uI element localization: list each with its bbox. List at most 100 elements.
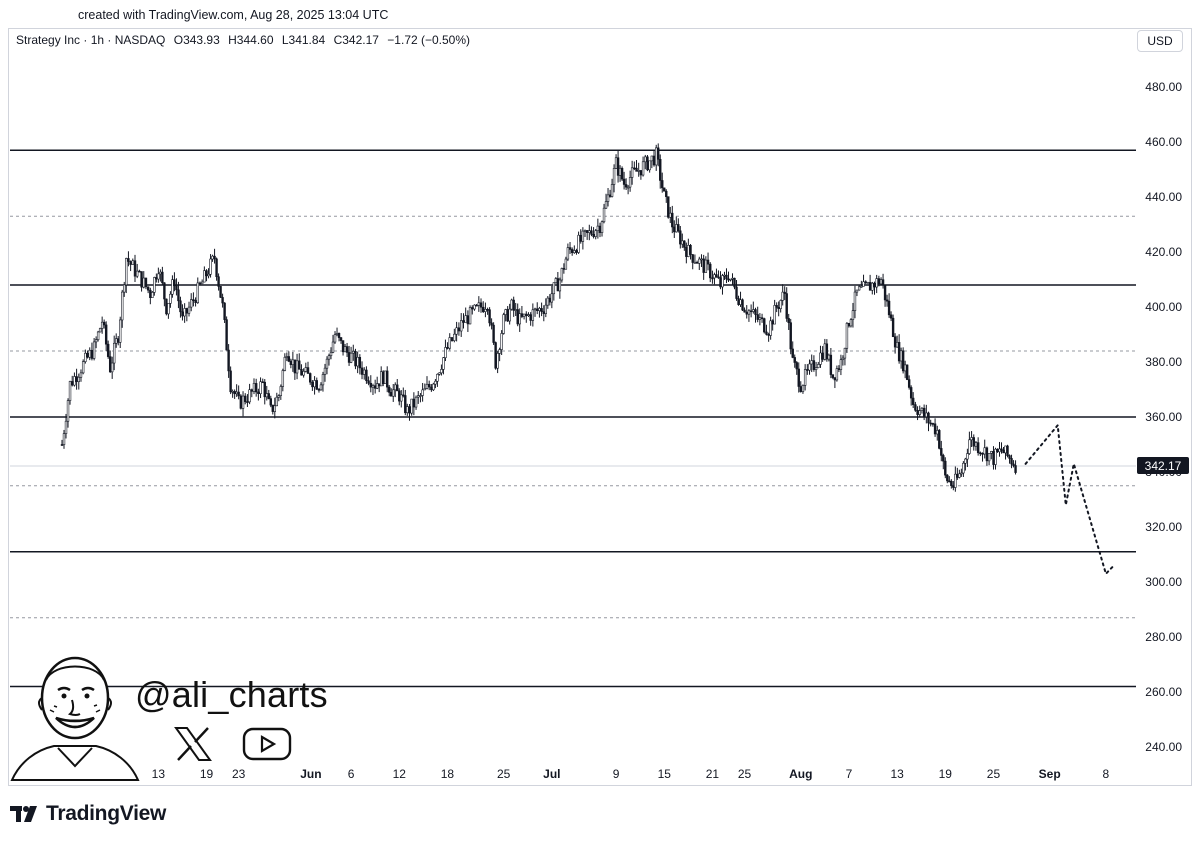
price-change: −1.72 (−0.50%) [387, 33, 471, 47]
candle-body [479, 302, 483, 308]
candle-body [914, 404, 917, 411]
candle-body [235, 391, 238, 395]
candle-body [683, 240, 686, 248]
candle-body [592, 234, 595, 237]
candle-body [293, 359, 297, 374]
candle-body [853, 291, 857, 311]
candle-body [529, 314, 532, 321]
candle-body [390, 392, 393, 397]
price-tick-label: 480.00 [1145, 80, 1182, 94]
candle-body [860, 286, 863, 288]
candle-body [90, 349, 94, 359]
candle-body [544, 304, 548, 314]
candle-body [73, 376, 76, 386]
candle-body [423, 388, 427, 391]
candle-body [981, 453, 984, 455]
candle-body [92, 341, 96, 359]
currency-button[interactable]: USD [1137, 30, 1183, 52]
candle-body [100, 321, 104, 329]
time-tick-label: Sep [1039, 767, 1061, 781]
candle-body [417, 395, 420, 398]
candle-body [560, 268, 564, 281]
candles [60, 143, 1017, 492]
candle-body [931, 423, 935, 425]
candle-body [1014, 465, 1017, 473]
candle-body [135, 270, 139, 277]
candle-body [839, 359, 843, 370]
candle-body [494, 342, 497, 369]
candle-body [179, 300, 182, 313]
candle-body [352, 351, 355, 354]
candle-body [743, 309, 746, 313]
time-tick-label: 13 [152, 767, 166, 781]
candle-body [819, 352, 822, 365]
candle-body [460, 320, 463, 332]
candle-body [1000, 448, 1003, 451]
candle-body [540, 308, 543, 312]
candle-body [655, 147, 658, 166]
candle-body [600, 221, 604, 233]
candle-body [349, 352, 353, 363]
youtube-icon[interactable] [242, 727, 292, 761]
candle-body [775, 305, 778, 308]
candle-body [157, 273, 160, 280]
candle-body [225, 319, 228, 351]
candle-body [585, 230, 589, 233]
ohlc-close: C342.17 [333, 33, 379, 47]
candle-body [110, 362, 114, 373]
candle-body [169, 293, 172, 304]
candle-body [754, 309, 757, 315]
candle-body [622, 178, 626, 185]
candle-body [715, 274, 718, 278]
candle-body [289, 360, 293, 365]
candle-body [968, 439, 971, 454]
candle-body [942, 455, 945, 462]
time-tick-label: 7 [846, 767, 853, 781]
candle-body [308, 373, 312, 383]
candle-body [455, 327, 458, 335]
candle-body [925, 412, 928, 418]
price-tick-label: 280.00 [1145, 630, 1182, 644]
candle-body [248, 389, 251, 403]
candle-body [444, 347, 447, 359]
price-axis: 240.00260.00280.00300.00320.00340.00360.… [1145, 80, 1182, 754]
candle-body [379, 371, 383, 387]
candle-body [102, 321, 106, 326]
candle-body [482, 306, 485, 312]
candle-body [140, 271, 143, 288]
candle-body [905, 364, 909, 380]
candle-body [502, 314, 505, 334]
candle-body [414, 396, 418, 408]
candle-body [727, 278, 730, 281]
candle-body [940, 448, 943, 456]
symbol-name[interactable]: Strategy Inc · 1h · NASDAQ [16, 33, 166, 47]
candle-body [887, 300, 891, 316]
candle-body [492, 324, 495, 343]
candle-body [302, 371, 305, 376]
candle-body [404, 395, 407, 414]
time-tick-label: 9 [613, 767, 620, 781]
candle-body [1006, 445, 1009, 456]
tradingview-brand: TradingView [10, 802, 166, 826]
candle-body [369, 382, 372, 388]
candle-body [115, 338, 118, 344]
candle-body [88, 349, 91, 358]
candle-body [847, 323, 851, 327]
candle-body [864, 281, 867, 284]
candle-body [257, 391, 260, 395]
candle-body [149, 289, 152, 298]
candle-body [992, 451, 995, 465]
time-tick-label: 25 [738, 767, 752, 781]
candle-body [356, 357, 359, 367]
candle-body [795, 362, 798, 370]
candle-body [161, 271, 164, 284]
candle-body [504, 309, 507, 315]
candle-body [685, 247, 688, 257]
candle-body [185, 308, 189, 314]
candle-body [851, 310, 855, 320]
candle-body [291, 359, 295, 365]
candle-body [950, 480, 953, 487]
candle-body [151, 292, 154, 298]
x-logo-icon[interactable] [174, 726, 212, 762]
